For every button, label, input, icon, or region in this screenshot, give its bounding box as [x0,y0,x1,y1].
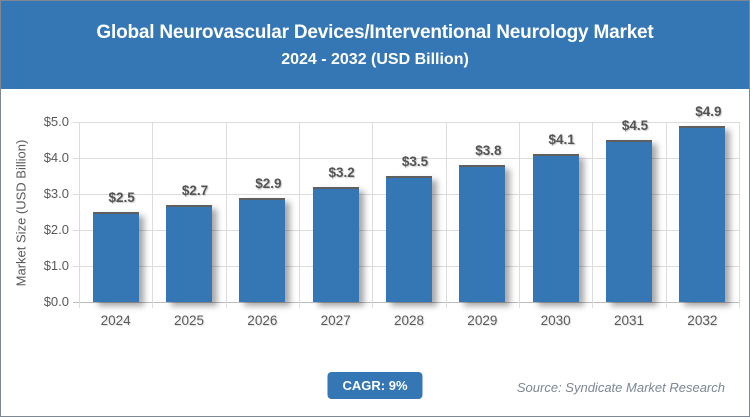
gridline-vertical [592,122,594,308]
y-tick-label: $2.0 [43,222,69,237]
source-credit: Source: Syndicate Market Research [516,380,725,395]
gridline-vertical [299,122,300,308]
gridline-vertical [372,122,374,308]
x-tick-label: 2025 [173,313,205,328]
gridline-vertical [739,122,740,308]
y-tick-label: $0.0 [43,294,69,309]
bar-value-label: $2.7 [181,182,209,198]
gridline-vertical [445,122,447,308]
bar-value-label: $4.5 [621,118,649,133]
gridline-vertical [665,122,667,308]
gridline-vertical [79,122,80,308]
bar-2030 [532,154,579,302]
x-tick-label: 2029 [467,313,498,328]
bar-2029 [459,165,506,302]
y-tick-label: $5.0 [43,114,69,129]
x-tick-label: 2027 [320,313,351,328]
bar-value-label: $2.9 [255,175,282,191]
bar-2026 [239,197,286,302]
chart-subtitle: 2024 - 2032 (USD Billion) [281,50,469,68]
bar-2028 [386,176,432,302]
x-tick-label: 2024 [100,313,131,328]
gridline-horizontal [73,302,739,303]
bar-value-label: $4.9 [695,103,722,119]
x-tick-label: 2028 [393,313,425,328]
x-tick-label: 2032 [687,313,718,328]
chart-title: Global Neurovascular Devices/Interventio… [96,21,654,43]
bar-2025 [166,204,212,302]
gridline-horizontal [73,122,739,123]
bar-2027 [312,186,359,302]
bar-value-label: $4.1 [548,132,575,148]
x-tick-label: 2030 [540,313,571,328]
x-tick-label: 2031 [613,313,645,328]
bar-2031 [606,140,652,302]
y-tick-label: $3.0 [43,186,69,201]
y-tick-label: $4.0 [43,150,69,165]
x-tick-label: 2026 [247,313,278,328]
bar-2032 [679,125,726,302]
bar-2024 [92,212,139,302]
gridline-vertical [225,122,227,308]
chart-title-banner: Global Neurovascular Devices/Interventio… [1,1,749,89]
gridline-vertical [519,122,520,308]
cagr-badge: CAGR: 9% [327,372,423,399]
gridline-horizontal [73,158,739,159]
bar-value-label: $3.8 [475,143,502,159]
bar-value-label: $2.5 [108,190,135,205]
bar-value-label: $3.2 [328,164,355,180]
y-tick-label: $1.0 [43,258,69,273]
bar-value-label: $3.5 [401,154,429,169]
gridline-vertical [152,122,154,308]
